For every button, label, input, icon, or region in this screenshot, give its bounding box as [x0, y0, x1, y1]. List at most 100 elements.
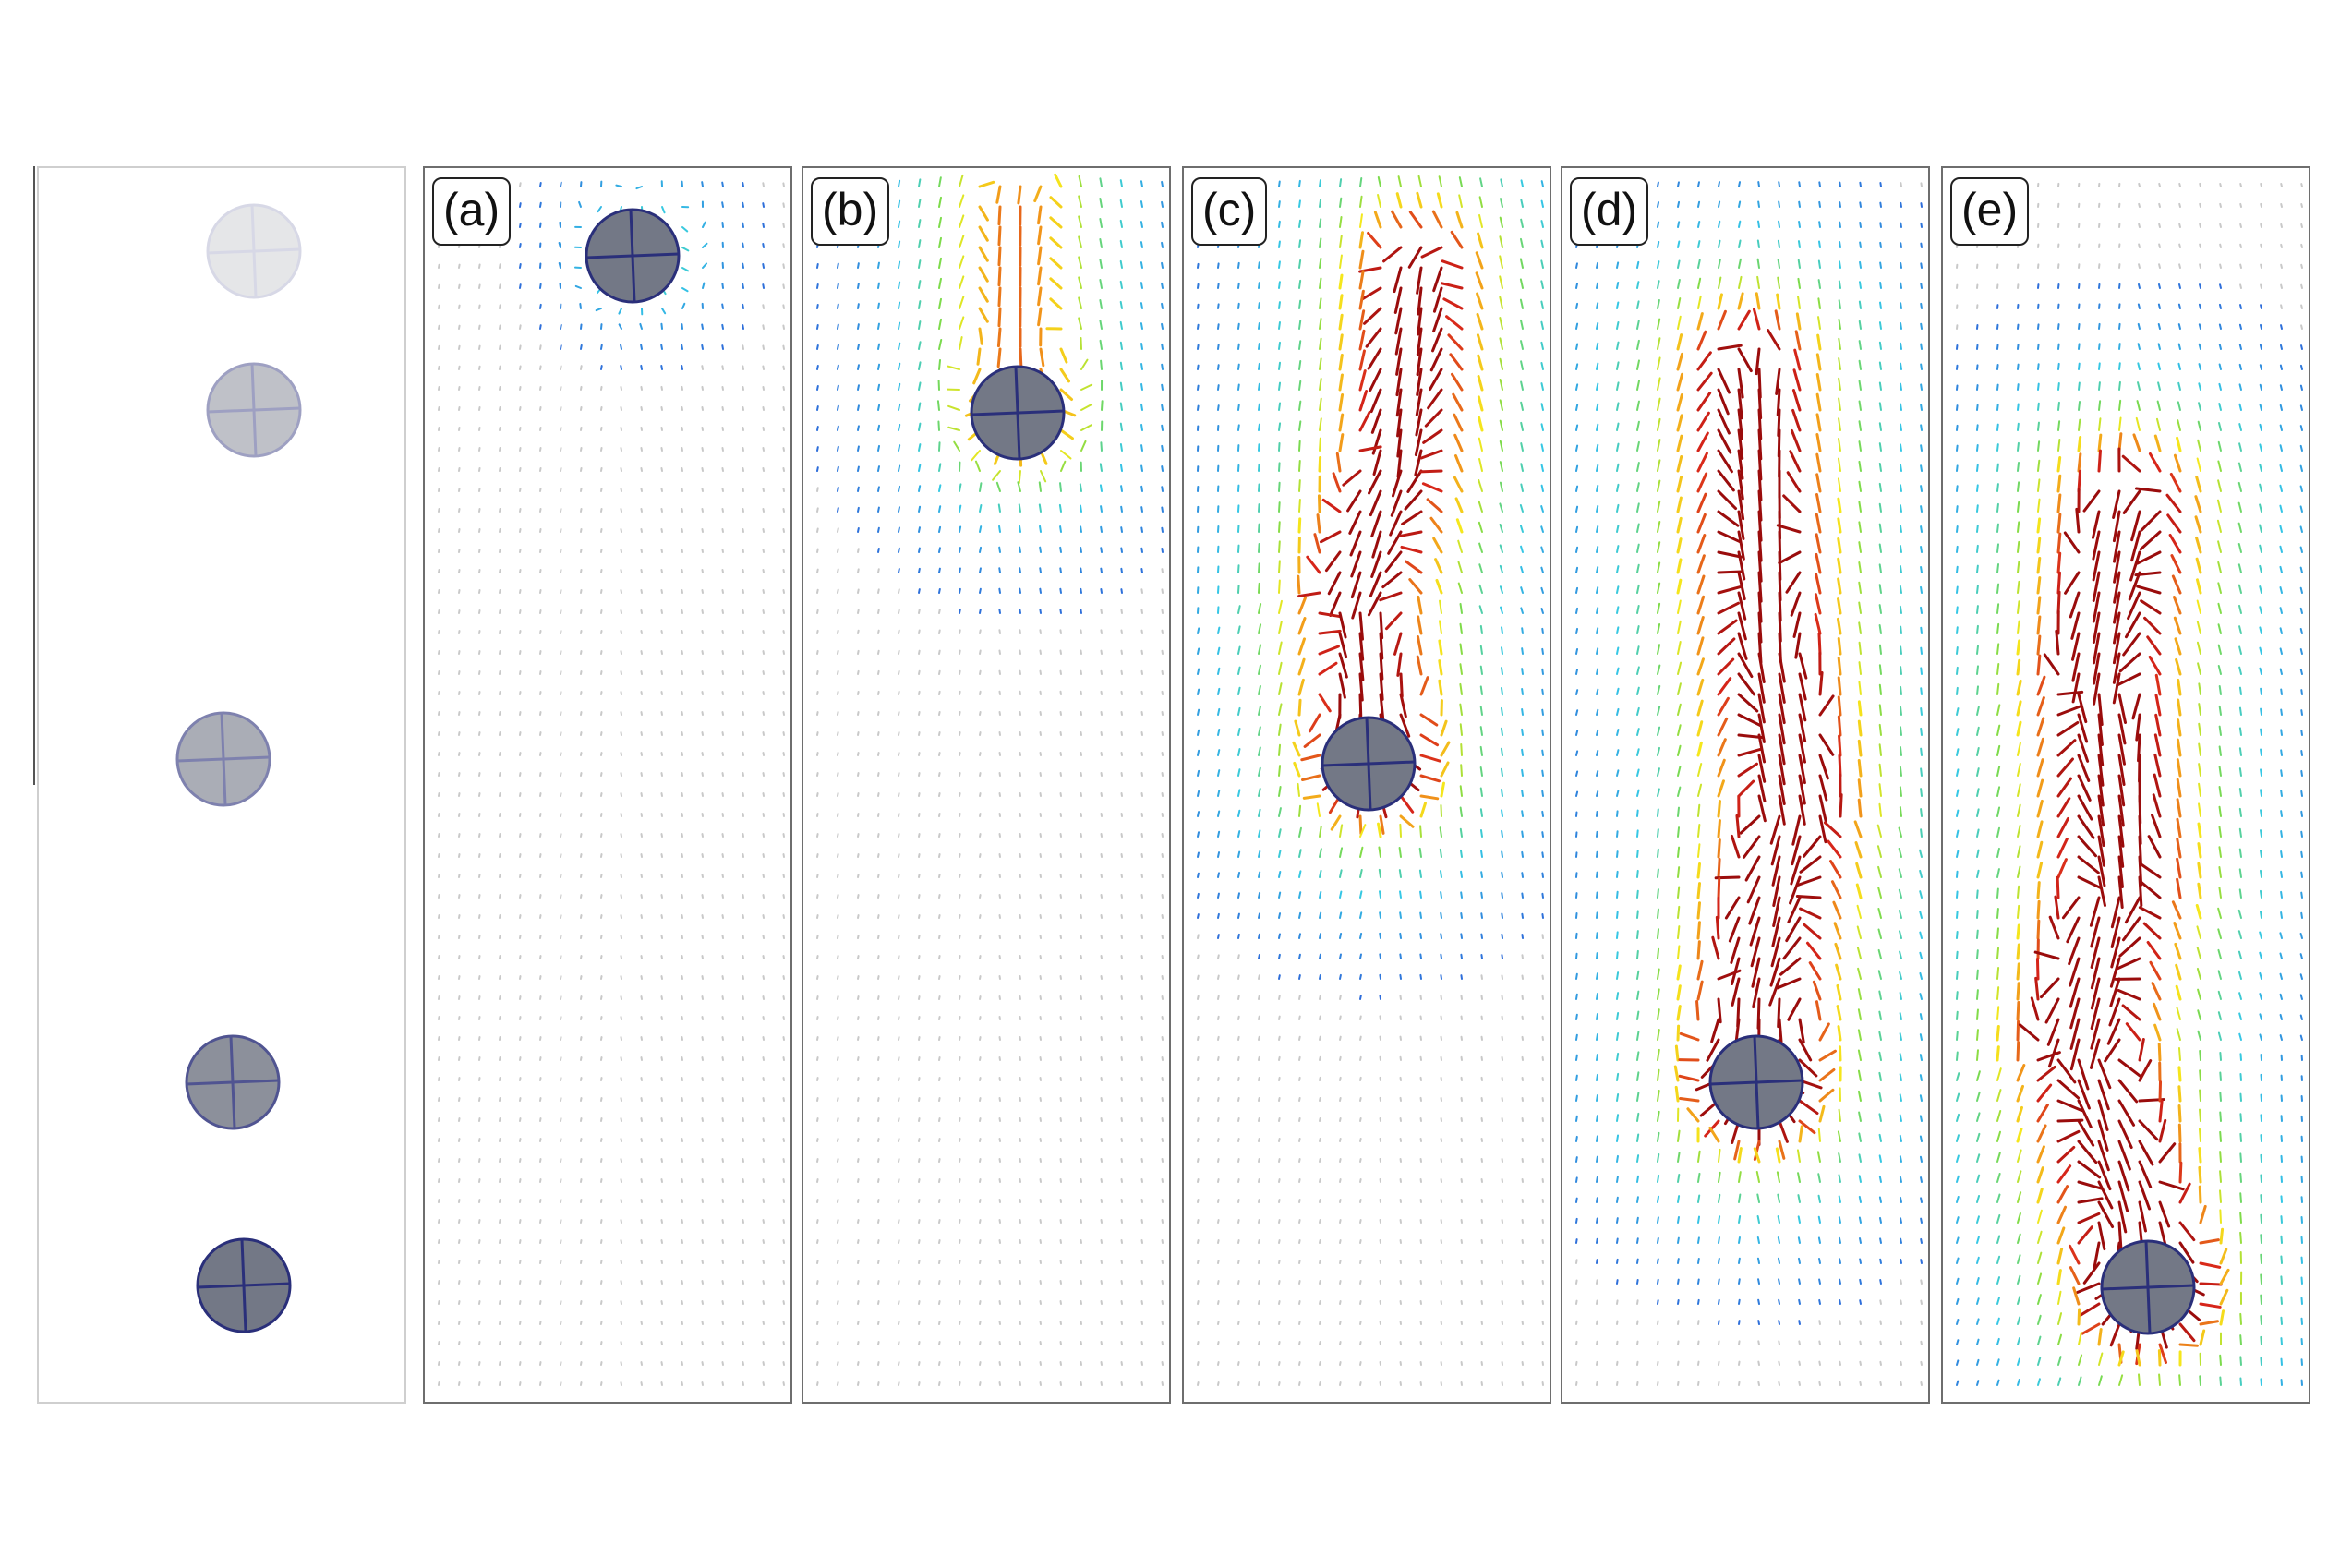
velocity-vector [938, 257, 942, 269]
velocity-vector [762, 1239, 765, 1244]
velocity-vector [539, 528, 542, 533]
velocity-vector [2117, 855, 2124, 888]
velocity-vector [1237, 809, 1241, 817]
velocity-vector [600, 1239, 603, 1244]
velocity-vector [519, 1219, 522, 1224]
velocity-vector [1757, 1381, 1760, 1386]
velocity-vector [1197, 384, 1200, 391]
velocity-vector [877, 343, 881, 350]
velocity-vector [1059, 669, 1062, 675]
velocity-vector [1771, 855, 1781, 887]
velocity-vector [1500, 606, 1503, 614]
velocity-vector [1298, 299, 1302, 309]
velocity-vector [539, 1361, 542, 1366]
velocity-vector [1217, 1341, 1220, 1345]
velocity-vector [1278, 481, 1281, 492]
velocity-vector [1696, 657, 1705, 676]
velocity-vector [1019, 525, 1021, 533]
velocity-vector [478, 670, 481, 675]
velocity-vector [1857, 1069, 1862, 1081]
velocity-vector [1817, 279, 1821, 289]
velocity-vector [2177, 401, 2181, 411]
velocity-vector [1359, 1219, 1362, 1224]
velocity-vector [1900, 222, 1902, 228]
velocity-vector [762, 243, 765, 248]
velocity-vector [1798, 181, 1801, 187]
velocity-vector [1298, 479, 1301, 492]
velocity-vector [1919, 993, 1923, 1000]
velocity-vector [2129, 550, 2141, 582]
velocity-vector [1696, 616, 1705, 635]
velocity-vector [1540, 199, 1544, 208]
velocity-vector [1237, 363, 1240, 370]
velocity-vector [2178, 283, 2181, 289]
velocity-vector [1377, 175, 1381, 187]
velocity-vector [1798, 1018, 1805, 1044]
velocity-vector [2057, 362, 2060, 370]
velocity-vector [2279, 464, 2283, 472]
velocity-vector [1258, 322, 1260, 330]
velocity-vector [1339, 1076, 1342, 1081]
velocity-vector [660, 385, 663, 391]
velocity-vector [438, 630, 440, 634]
velocity-vector [458, 324, 461, 330]
velocity-vector [640, 1341, 643, 1345]
velocity-vector [458, 853, 461, 858]
velocity-vector [1278, 220, 1281, 228]
velocity-vector [1596, 932, 1598, 939]
velocity-vector [1298, 1381, 1301, 1386]
velocity-vector [1878, 442, 1882, 452]
velocity-vector [640, 1178, 643, 1183]
velocity-vector [816, 527, 819, 533]
velocity-vector [979, 1341, 982, 1345]
velocity-vector [2017, 441, 2020, 452]
velocity-vector [1359, 195, 1363, 208]
velocity-vector [1976, 808, 1980, 817]
velocity-vector [519, 508, 522, 513]
velocity-vector [2157, 381, 2161, 391]
velocity-vector [1019, 347, 1023, 368]
velocity-vector [1976, 484, 1979, 492]
velocity-vector [1920, 1217, 1923, 1224]
velocity-vector [478, 1138, 481, 1142]
velocity-vector [1521, 934, 1524, 939]
velocity-vector [640, 344, 643, 350]
velocity-vector [816, 1219, 819, 1224]
velocity-vector [1696, 862, 1702, 879]
velocity-vector [1059, 546, 1062, 553]
velocity-vector [681, 772, 683, 777]
velocity-vector [1306, 555, 1321, 574]
velocity-vector [1636, 869, 1639, 878]
velocity-vector [438, 955, 440, 959]
velocity-vector [458, 1117, 461, 1122]
velocity-vector [1575, 627, 1579, 634]
velocity-vector [1369, 571, 1382, 598]
velocity-vector [1520, 463, 1524, 472]
velocity-vector [918, 1361, 921, 1366]
velocity-vector [1696, 330, 1707, 351]
velocity-vector [1697, 1257, 1700, 1264]
velocity-vector [1078, 317, 1082, 330]
velocity-vector [1350, 550, 1362, 578]
velocity-vector [1830, 880, 1842, 899]
velocity-vector [1778, 693, 1786, 725]
velocity-vector [499, 427, 501, 431]
velocity-vector [1499, 523, 1503, 533]
velocity-vector [600, 609, 603, 614]
velocity-vector [1339, 911, 1343, 919]
velocity-vector [1616, 1072, 1620, 1081]
velocity-vector [1858, 661, 1862, 675]
velocity-vector [661, 206, 666, 214]
velocity-vector [640, 1239, 643, 1244]
velocity-vector [2112, 632, 2121, 665]
velocity-vector [1837, 1130, 1841, 1142]
velocity-vector [1697, 1194, 1701, 1203]
velocity-vector [1099, 298, 1103, 309]
velocity-vector [1798, 221, 1801, 228]
velocity-vector [2218, 846, 2222, 858]
velocity-vector [978, 266, 989, 283]
velocity-vector [857, 323, 860, 330]
velocity-vector [857, 1097, 860, 1102]
velocity-vector [1920, 202, 1923, 208]
velocity-vector [2092, 611, 2101, 644]
